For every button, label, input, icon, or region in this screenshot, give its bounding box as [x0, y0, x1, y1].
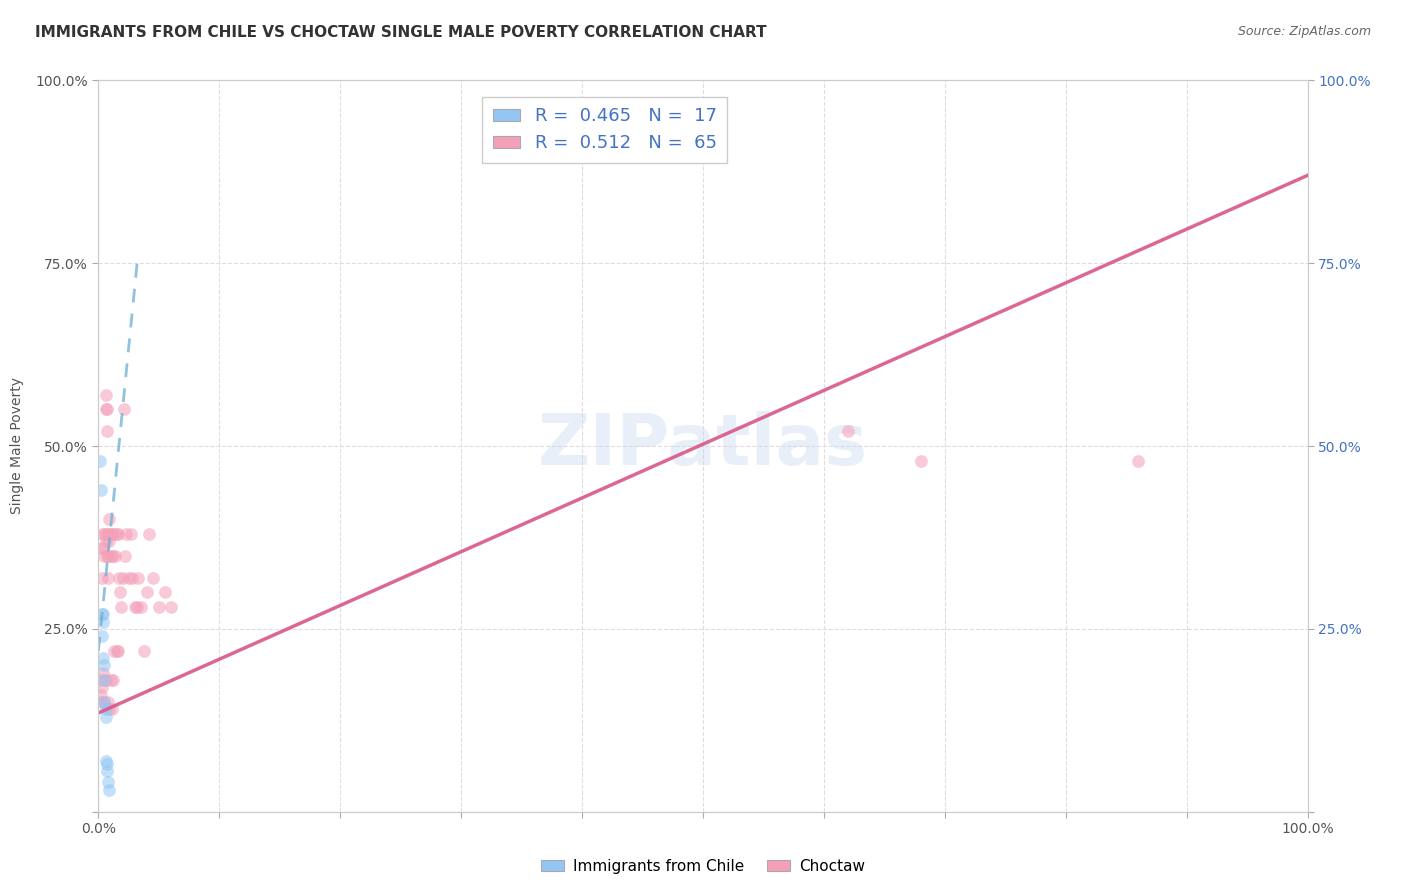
Point: [105, 644, 128, 658]
Point: [837, 425, 859, 439]
Legend: R =  0.465   N =  17, R =  0.512   N =  65: R = 0.465 N = 17, R = 0.512 N = 65: [482, 96, 727, 163]
Point: [100, 549, 122, 563]
Point: [105, 526, 128, 541]
Point: [120, 526, 142, 541]
Point: [98, 534, 121, 549]
Point: [121, 571, 143, 585]
Point: [100, 526, 122, 541]
Point: [100, 702, 122, 716]
Point: [100, 673, 122, 687]
Point: [91, 607, 114, 622]
Point: [93, 526, 115, 541]
Point: [127, 571, 149, 585]
Point: [94, 534, 117, 549]
Point: [98, 782, 121, 797]
Point: [96, 757, 118, 772]
Point: [94, 388, 117, 402]
Point: [91, 607, 114, 622]
Point: [91, 615, 114, 629]
Point: [91, 526, 114, 541]
Point: [153, 585, 176, 599]
Point: [98, 702, 121, 716]
Point: [138, 526, 160, 541]
Point: [94, 673, 117, 687]
Point: [97, 526, 120, 541]
Point: [93, 695, 115, 709]
Point: [96, 425, 118, 439]
Point: [107, 526, 129, 541]
Point: [90, 688, 112, 702]
Point: [89, 673, 111, 687]
Point: [96, 402, 118, 417]
Point: [111, 571, 134, 585]
Point: [97, 571, 120, 585]
Y-axis label: Single Male Poverty: Single Male Poverty: [10, 377, 24, 515]
Text: IMMIGRANTS FROM CHILE VS CHOCTAW SINGLE MALE POVERTY CORRELATION CHART: IMMIGRANTS FROM CHILE VS CHOCTAW SINGLE …: [35, 25, 766, 40]
Point: [114, 549, 136, 563]
Point: [110, 599, 132, 614]
Point: [94, 754, 117, 768]
Point: [103, 644, 125, 658]
Point: [91, 681, 114, 695]
Point: [103, 526, 125, 541]
Point: [1128, 453, 1150, 467]
Point: [91, 541, 114, 556]
Point: [129, 599, 152, 614]
Text: ZIPatlas: ZIPatlas: [538, 411, 868, 481]
Point: [160, 599, 183, 614]
Point: [93, 695, 115, 709]
Point: [148, 599, 170, 614]
Point: [104, 549, 127, 563]
Point: [134, 644, 156, 658]
Point: [112, 402, 135, 417]
Point: [118, 571, 141, 585]
Point: [108, 571, 131, 585]
Point: [910, 453, 932, 467]
Point: [93, 549, 115, 563]
Point: [100, 526, 122, 541]
Point: [142, 571, 165, 585]
Point: [98, 512, 121, 526]
Point: [124, 599, 146, 614]
Point: [97, 549, 120, 563]
Point: [96, 526, 118, 541]
Point: [97, 695, 120, 709]
Point: [90, 483, 112, 497]
Legend: Immigrants from Chile, Choctaw: Immigrants from Chile, Choctaw: [534, 853, 872, 880]
Point: [107, 644, 129, 658]
Point: [108, 585, 131, 599]
Point: [91, 629, 114, 643]
Point: [96, 549, 118, 563]
Point: [94, 402, 117, 417]
Point: [91, 651, 114, 665]
Point: [101, 673, 124, 687]
Point: [101, 549, 124, 563]
Point: [115, 526, 138, 541]
Point: [97, 775, 120, 789]
Point: [135, 585, 157, 599]
Point: [91, 571, 114, 585]
Point: [91, 665, 114, 680]
Point: [94, 702, 117, 716]
Text: Source: ZipAtlas.com: Source: ZipAtlas.com: [1237, 25, 1371, 38]
Point: [89, 453, 111, 467]
Point: [90, 695, 112, 709]
Point: [94, 709, 117, 723]
Point: [127, 599, 149, 614]
Point: [96, 764, 118, 779]
Point: [91, 541, 114, 556]
Point: [93, 658, 115, 673]
Point: [93, 673, 115, 687]
